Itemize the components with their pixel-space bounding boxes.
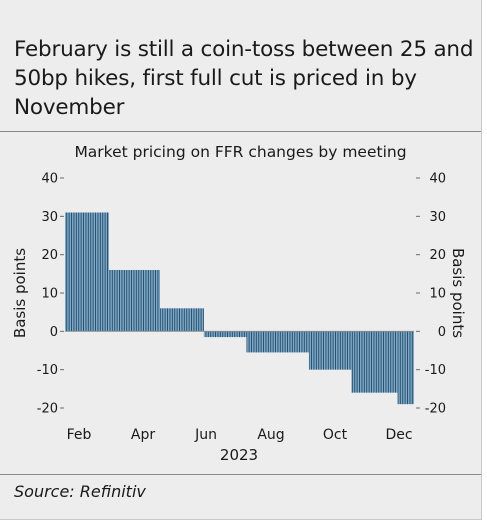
- source-note: Source: Refinitiv: [14, 482, 146, 501]
- left-y-tick-label: 10: [41, 287, 58, 302]
- left-y-axis-title: Basis points: [11, 248, 29, 338]
- right-y-tick-label: -10: [425, 363, 446, 378]
- left-y-tick-label: 30: [41, 210, 58, 225]
- bar-jun: [203, 331, 247, 338]
- right-y-tick-label: 40: [429, 172, 446, 187]
- bar-dec: [397, 331, 414, 405]
- x-axis-title: 2023: [220, 446, 258, 464]
- bar-mar: [108, 270, 160, 332]
- bar-sep: [308, 331, 352, 370]
- x-tick-label: Feb: [67, 427, 92, 443]
- chart-headline: February is still a coin-toss between 25…: [14, 37, 474, 120]
- x-axis: Feb Apr Jun Aug Oct Dec: [67, 427, 413, 443]
- left-y-axis: 40 30 20 10 0 -10 -20: [37, 172, 64, 417]
- x-tick-label: Jun: [194, 427, 217, 443]
- x-tick-label: Oct: [323, 427, 348, 443]
- bars-group: [65, 212, 414, 405]
- right-y-axis: 40 30 20 10 0 -10 -20: [416, 172, 446, 417]
- right-y-tick-label: -20: [425, 402, 446, 417]
- right-y-tick-label: 10: [429, 287, 446, 302]
- bar-jul: [246, 331, 309, 353]
- bar-chart: 40 30 20 10 0 -10 -20 40 30 20 10 0 -10 -20 Feb Apr Ju…: [11, 172, 467, 465]
- left-y-tick-label: -10: [37, 363, 58, 378]
- chart-panel: February is still a coin-toss between 25…: [0, 0, 482, 520]
- bar-may: [159, 308, 204, 332]
- left-y-tick-label: 20: [41, 248, 58, 263]
- bar-feb: [65, 212, 109, 332]
- divider: [0, 474, 481, 475]
- chart-title: Market pricing on FFR changes by meeting: [74, 143, 407, 161]
- x-tick-label: Apr: [131, 427, 155, 443]
- left-y-tick-label: 40: [41, 172, 58, 187]
- x-tick-label: Dec: [385, 427, 412, 443]
- right-y-axis-title: Basis points: [449, 248, 467, 338]
- left-y-tick-label: -20: [37, 402, 58, 417]
- x-tick-label: Aug: [257, 427, 284, 443]
- right-y-tick-label: 20: [429, 248, 446, 263]
- right-y-tick-label: 30: [429, 210, 446, 225]
- left-y-tick-label: 0: [50, 325, 58, 340]
- bar-nov: [351, 331, 398, 393]
- divider: [0, 131, 481, 132]
- right-y-tick-label: 0: [438, 325, 446, 340]
